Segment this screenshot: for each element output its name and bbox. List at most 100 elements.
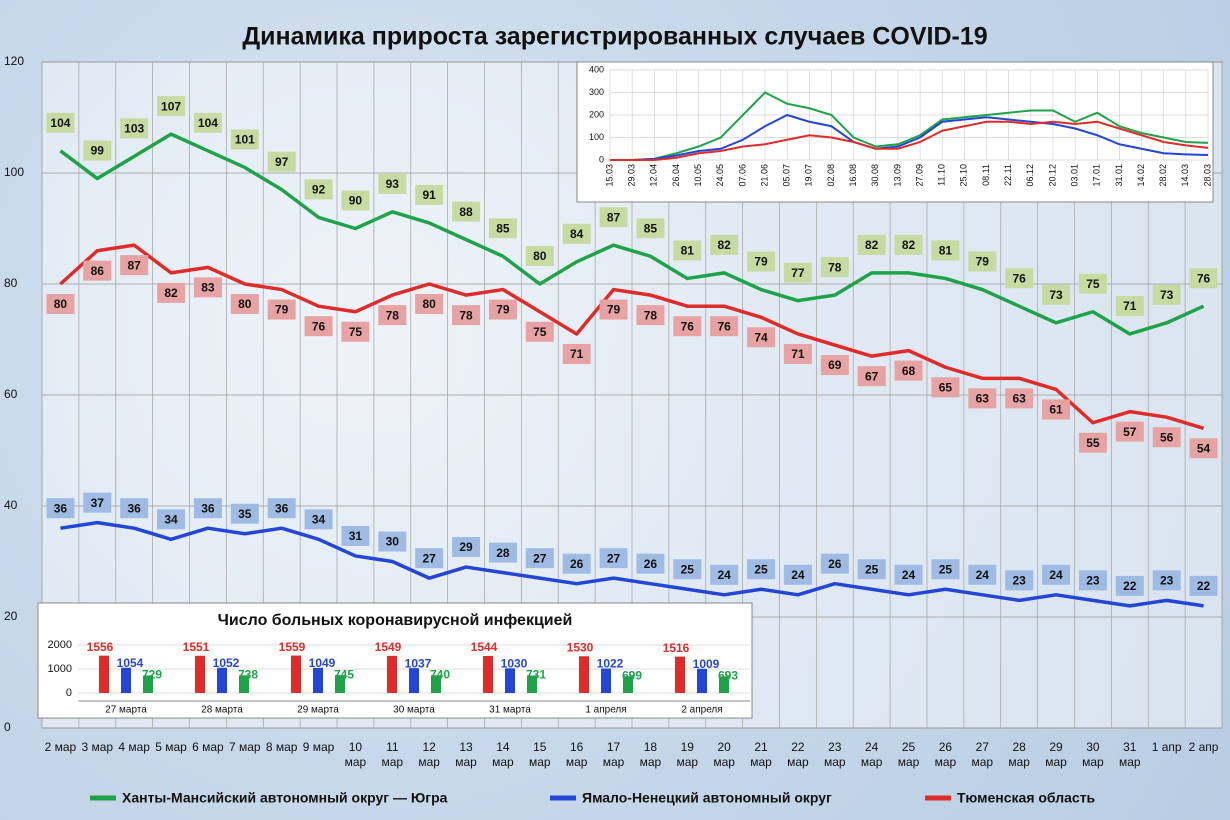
data-label: 78 (644, 308, 658, 322)
data-label-box (415, 294, 444, 314)
x-tick-label: 13 мар (455, 740, 477, 769)
line (610, 120, 1209, 161)
y-tick-label: 200 (589, 109, 604, 119)
data-label-box (1005, 388, 1034, 409)
bar (217, 667, 227, 693)
x-tick-label: 31 марта (489, 705, 531, 716)
data-label: 1516 (663, 641, 690, 655)
x-tick-label: 11.10 (937, 164, 947, 186)
inset-panel (576, 61, 1214, 203)
data-label-box (46, 112, 75, 133)
data-label-box (820, 553, 849, 574)
data-label: 24 (902, 568, 916, 582)
x-tick-label: 8 мар (265, 740, 298, 754)
data-label: 68 (902, 364, 916, 378)
data-label: 63 (1013, 392, 1027, 406)
y-tick-label: 100 (589, 132, 604, 142)
x-tick-label: 17.01 (1092, 164, 1102, 187)
bar (409, 668, 419, 693)
x-tick-label: 27 мар (971, 740, 994, 769)
data-label: 85 (496, 221, 510, 235)
data-label-box (193, 277, 222, 298)
bar (601, 668, 611, 693)
data-label-box (1005, 570, 1034, 591)
y-tick-label: 0 (4, 720, 11, 734)
data-label-box (378, 173, 407, 194)
y-tick-label: 2000 (48, 639, 72, 651)
data-label-box (525, 321, 554, 342)
data-label-box (1078, 432, 1107, 453)
x-tick-label: 11 мар (381, 740, 404, 769)
x-tick-label: 24.05 (715, 164, 725, 187)
data-label: 34 (164, 512, 178, 526)
data-label-box (968, 388, 997, 409)
data-label: 24 (1049, 568, 1063, 582)
y-tick-label: 40 (4, 498, 18, 512)
data-label-box (1115, 295, 1144, 316)
data-label: 83 (201, 281, 215, 295)
data-label: 61 (1049, 403, 1063, 417)
x-tick-label: 6 мар (192, 740, 224, 754)
x-tick-label: 25.10 (959, 164, 969, 187)
data-label-box (1078, 273, 1107, 294)
line (610, 91, 1209, 161)
data-label-box (599, 548, 628, 569)
data-label: 693 (718, 669, 738, 683)
x-tick-label: 19 мар (676, 740, 699, 769)
data-label: 99 (91, 144, 105, 158)
data-label-box (157, 509, 186, 530)
data-label: 28 (496, 546, 510, 560)
x-tick-label: 06.12 (1025, 164, 1035, 187)
y-tick-label: 120 (4, 54, 24, 68)
x-tick-label: 16 мар (565, 740, 588, 769)
bar (483, 655, 493, 693)
x-tick-label: 2 апреля (681, 705, 722, 716)
x-tick-label: 31 мар (1119, 740, 1141, 769)
data-label: 79 (976, 255, 990, 269)
bar (239, 675, 249, 693)
data-label: 76 (312, 319, 326, 333)
x-tick-label: 02.08 (826, 164, 836, 187)
data-label: 103 (124, 122, 144, 136)
data-label-box (193, 112, 222, 133)
data-label: 26 (644, 557, 658, 571)
x-tick-label: 30 марта (393, 705, 435, 716)
data-label-box (1189, 575, 1218, 596)
data-label: 104 (50, 116, 70, 130)
data-label: 101 (235, 133, 255, 147)
x-tick-label: 10.05 (693, 164, 703, 187)
data-label: 78 (828, 260, 842, 274)
data-label: 23 (1160, 574, 1174, 588)
data-label-box (304, 509, 333, 530)
data-label: 24 (976, 568, 990, 582)
data-label-box (1189, 438, 1218, 459)
data-label-box (931, 377, 960, 398)
bar (431, 675, 441, 693)
data-label: 27 (607, 551, 621, 565)
x-tick-label: 31.01 (1114, 164, 1124, 187)
data-label-box (1042, 564, 1071, 585)
data-label: 71 (1123, 299, 1137, 313)
data-label: 745 (334, 667, 354, 681)
x-tick-label: 15.03 (604, 164, 614, 187)
data-label-box (267, 299, 296, 320)
bar (313, 667, 323, 693)
data-label: 1549 (375, 640, 402, 654)
bar (143, 675, 153, 693)
data-label: 24 (791, 568, 805, 582)
line (610, 113, 1209, 161)
x-tick-label: 12.04 (649, 164, 659, 187)
data-label: 79 (754, 255, 768, 269)
data-label-box (1152, 284, 1181, 305)
data-label-box (710, 564, 739, 585)
data-label: 76 (1013, 271, 1027, 285)
data-label-box (783, 343, 812, 364)
y-tick-label: 400 (589, 64, 604, 74)
x-tick-label: 30 мар (1082, 740, 1104, 769)
data-label-box (747, 251, 776, 272)
x-tick-label: 5 мар (155, 740, 187, 754)
y-tick-label: 300 (589, 87, 604, 97)
x-tick-label: 2 мар (44, 740, 77, 754)
data-label-box (599, 207, 628, 228)
x-tick-label: 1 апреля (585, 705, 626, 716)
